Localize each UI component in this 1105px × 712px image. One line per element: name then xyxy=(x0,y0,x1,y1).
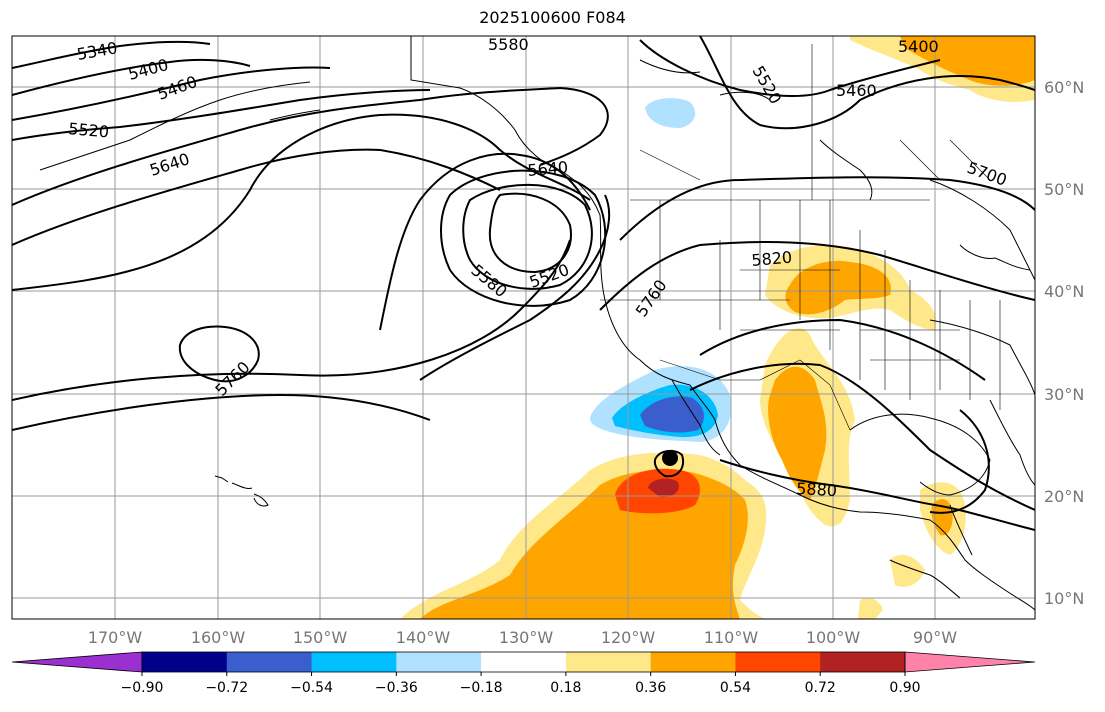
colorbar-tick-label: 0.90 xyxy=(889,680,920,696)
lon-label: 110°W xyxy=(704,628,759,647)
political-borders xyxy=(600,44,1001,431)
colorbar-tick-label: 0.54 xyxy=(720,680,751,696)
colorbar-cell xyxy=(735,652,821,672)
longitude-axis-labels: 170°W 160°W 150°W 140°W 130°W 120°W 110°… xyxy=(88,628,957,647)
latitude-axis-labels: 60°N 50°N 40°N 30°N 20°N 10°N xyxy=(1044,78,1084,608)
colorbar-tick-label: 0.36 xyxy=(635,680,666,696)
lon-label: 150°W xyxy=(293,628,348,647)
colorbar-cell xyxy=(226,652,313,672)
colorbar-cell xyxy=(396,652,482,672)
contour-label: 5460 xyxy=(836,81,877,100)
colorbar: −0.90 −0.72 −0.54 −0.36 −0.18 0.18 0.36 0.54 0.7… xyxy=(11,651,1036,696)
colorbar-tick-label: −0.72 xyxy=(205,680,248,696)
colorbar-cell xyxy=(565,652,652,672)
colorbar-tick-label: −0.90 xyxy=(121,680,164,696)
colorbar-tick-label: −0.18 xyxy=(460,680,503,696)
graticule xyxy=(12,36,1035,619)
contour-label: 5580 xyxy=(488,35,529,54)
colorbar-cell xyxy=(650,652,736,672)
contour-label: 5820 xyxy=(751,248,793,270)
lon-label: 90°W xyxy=(913,628,957,647)
map-title: 2025100600 F084 xyxy=(479,8,626,27)
lon-label: 140°W xyxy=(396,628,451,647)
colorbar-cell xyxy=(820,652,906,672)
colorbar-cell xyxy=(481,652,567,672)
lat-label: 30°N xyxy=(1044,385,1084,404)
colorbar-tick-label: −0.36 xyxy=(375,680,418,696)
map-area: 5340 5400 5460 5520 5640 5580 5640 5520 … xyxy=(12,35,1035,619)
storm-center-marker xyxy=(662,450,678,466)
anomaly-shading xyxy=(400,36,1035,619)
lon-label: 130°W xyxy=(499,628,554,647)
lon-label: 160°W xyxy=(191,628,246,647)
colorbar-tick-label: −0.54 xyxy=(290,680,333,696)
lon-label: 100°W xyxy=(806,628,861,647)
lon-label: 170°W xyxy=(88,628,143,647)
contour-label: 5400 xyxy=(898,37,939,56)
colorbar-frame xyxy=(141,651,906,673)
colorbar-max-extension xyxy=(904,651,1036,673)
colorbar-cell xyxy=(311,652,397,672)
closed-low-contour xyxy=(488,192,572,274)
negative-anomaly-region-north xyxy=(645,98,696,128)
contour-label: 5640 xyxy=(527,158,569,180)
lat-label: 50°N xyxy=(1044,180,1084,199)
lon-label: 120°W xyxy=(601,628,656,647)
colorbar-cell xyxy=(142,652,228,672)
height-contours xyxy=(12,36,1035,531)
lat-label: 60°N xyxy=(1044,78,1084,97)
lat-label: 10°N xyxy=(1044,589,1084,608)
colorbar-tick-label: 0.72 xyxy=(805,680,836,696)
colorbar-tick-label: 0.18 xyxy=(550,680,581,696)
coastlines xyxy=(39,36,1035,611)
contour-label: 5880 xyxy=(796,479,838,500)
map-frame xyxy=(11,35,1036,620)
contour-label: 5520 xyxy=(68,119,110,141)
lat-label: 20°N xyxy=(1044,487,1084,506)
colorbar-min-extension xyxy=(11,651,143,673)
lat-label: 40°N xyxy=(1044,282,1084,301)
